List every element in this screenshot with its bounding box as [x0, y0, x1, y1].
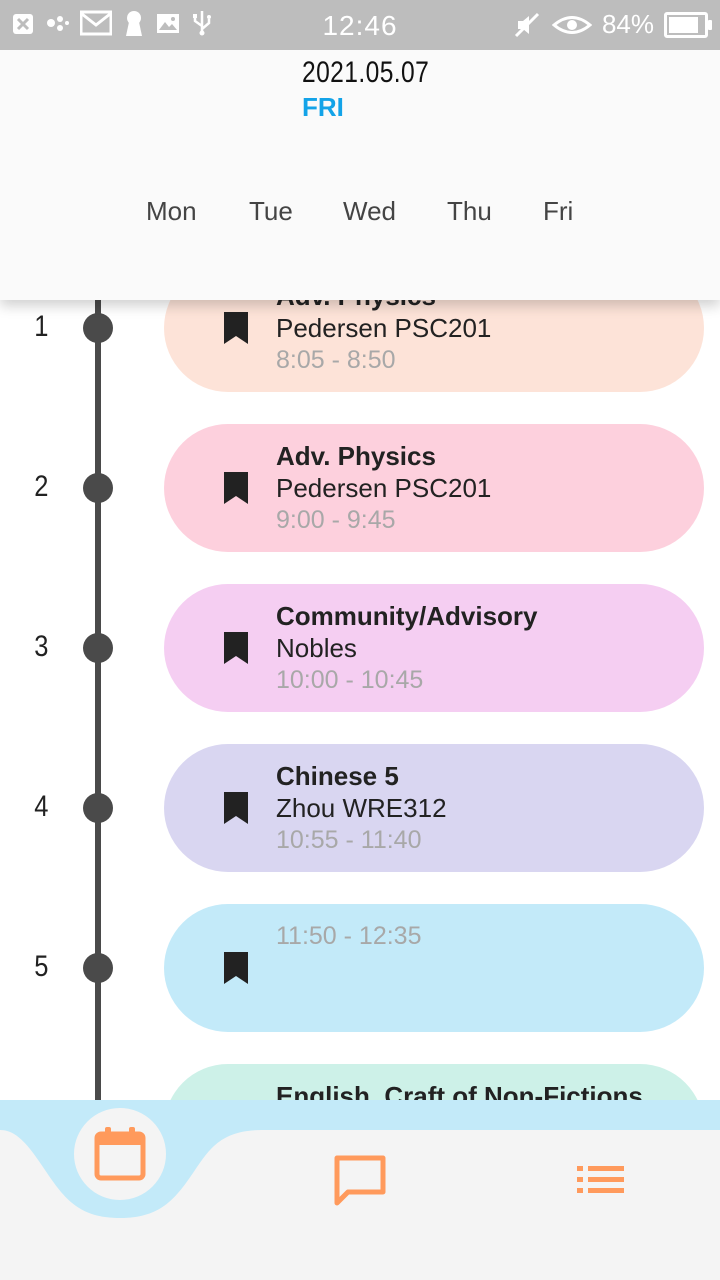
weekday-fri[interactable]: Fri: [543, 196, 574, 226]
class-time: 10:00 - 10:45: [276, 666, 424, 694]
timeline-dot: [83, 473, 113, 503]
image-icon: [157, 14, 179, 33]
calendar-icon[interactable]: [90, 1124, 150, 1184]
teacher-room: Nobles: [276, 633, 357, 663]
timeline-dot: [83, 313, 113, 343]
schedule-timeline[interactable]: 1 Adv. Physics Pedersen PSC201 8:05 - 8:…: [0, 300, 720, 1100]
class-time: 10:55 - 11:40: [276, 826, 422, 854]
chat-icon[interactable]: [330, 1150, 390, 1210]
notification-icons: [12, 10, 214, 36]
class-time: 11:50 - 12:35: [276, 922, 422, 950]
class-card[interactable]: Community/Advisory Nobles 10:00 - 10:45: [164, 584, 704, 712]
period-row: 3 Community/Advisory Nobles 10:00 - 10:4…: [0, 584, 720, 712]
bookmark-icon[interactable]: [222, 470, 250, 506]
period-number: 3: [34, 630, 49, 663]
bookmark-icon[interactable]: [222, 630, 250, 666]
current-day-of-week[interactable]: FRI: [302, 92, 344, 122]
battery-percent: 84%: [601, 9, 654, 39]
keyhole-icon: [126, 11, 142, 36]
weekday-wed[interactable]: Wed: [343, 196, 396, 226]
period-number: 2: [34, 470, 49, 503]
period-row: 2 Adv. Physics Pedersen PSC201 9:00 - 9:…: [0, 424, 720, 552]
period-row: 4 Chinese 5 Zhou WRE312 10:55 - 11:40: [0, 744, 720, 872]
current-date: 2021.05.07: [302, 56, 430, 89]
battery-icon: [664, 11, 712, 38]
period-row: 5 11:50 - 12:35: [0, 904, 720, 1032]
gmail-icon: [80, 10, 112, 36]
weekday-mon[interactable]: Mon: [146, 196, 197, 226]
bottom-navigation: [0, 1100, 720, 1280]
dots-app-icon: [47, 16, 69, 31]
period-number: 4: [34, 790, 49, 823]
timeline-dot: [83, 633, 113, 663]
weekday-selector: Mon Tue Wed Thu Fri: [0, 196, 720, 236]
teacher-room: Zhou WRE312: [276, 793, 447, 823]
period-number: 5: [34, 950, 49, 983]
period-row: 1 Adv. Physics Pedersen PSC201 8:05 - 8:…: [0, 300, 720, 392]
class-time: 9:00 - 9:45: [276, 506, 396, 534]
class-time: 8:05 - 8:50: [276, 346, 396, 374]
course-name: Community/Advisory: [276, 601, 538, 631]
course-name: Chinese 5: [276, 761, 399, 791]
class-card[interactable]: Adv. Physics Pedersen PSC201 8:05 - 8:50: [164, 300, 704, 392]
timeline-line: [95, 300, 101, 1100]
bookmark-icon[interactable]: [222, 310, 250, 346]
weekday-tue[interactable]: Tue: [249, 196, 293, 226]
timeline-dot: [83, 953, 113, 983]
course-name: Adv. Physics: [276, 300, 491, 312]
course-name: Adv. Physics: [276, 441, 436, 471]
close-notification-icon: [13, 14, 33, 34]
list-icon[interactable]: [570, 1150, 630, 1210]
usb-icon: [193, 11, 211, 36]
teacher-room: Pedersen PSC201: [276, 473, 492, 503]
period-row: English, Craft of Non-Fictions: [0, 1064, 720, 1100]
class-card[interactable]: Adv. Physics Pedersen PSC201 9:00 - 9:45: [164, 424, 704, 552]
class-card[interactable]: English, Craft of Non-Fictions: [164, 1064, 704, 1100]
period-number: 1: [34, 310, 49, 343]
timeline-dot: [83, 793, 113, 823]
eye-icon: [551, 15, 592, 34]
status-bar: 12:46 84%: [0, 0, 720, 50]
teacher-room: Pedersen PSC201: [276, 313, 492, 343]
class-card[interactable]: Chinese 5 Zhou WRE312 10:55 - 11:40: [164, 744, 704, 872]
course-name: English, Craft of Non-Fictions: [276, 1081, 643, 1100]
clock: 12:46: [322, 10, 398, 41]
weekday-thu[interactable]: Thu: [447, 196, 492, 226]
bookmark-icon[interactable]: [222, 950, 250, 986]
bookmark-icon[interactable]: [222, 790, 250, 826]
mute-icon: [514, 12, 540, 37]
system-icons: 84%: [514, 9, 712, 40]
class-card[interactable]: 11:50 - 12:35: [164, 904, 704, 1032]
date-header: 2021.05.07 FRI Mon Tue Wed Thu Fri: [0, 50, 720, 300]
